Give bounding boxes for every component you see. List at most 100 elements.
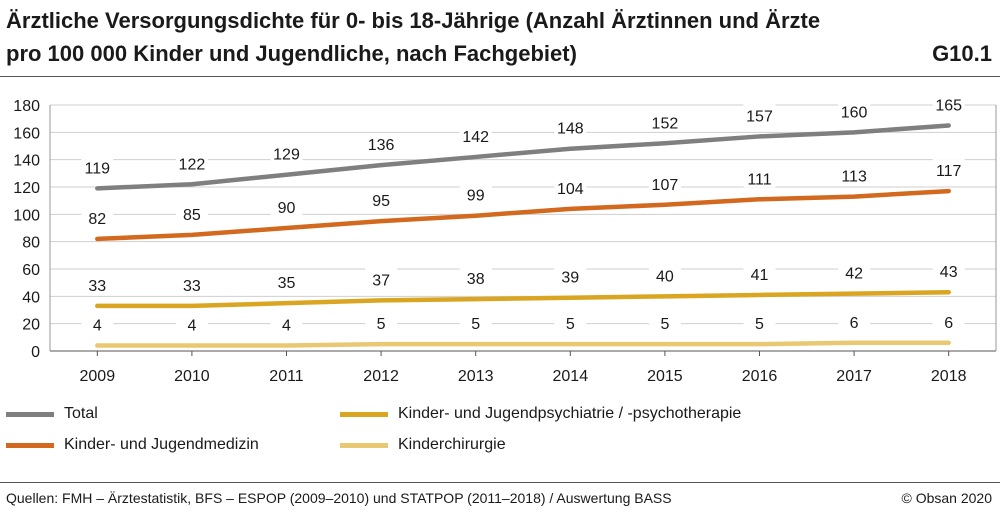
x-tick-label: 2012 <box>363 368 399 385</box>
data-label: 85 <box>183 207 201 224</box>
y-tick-label: 0 <box>31 344 40 361</box>
data-label-bg <box>81 273 114 294</box>
data-label-bg <box>838 261 871 282</box>
legend-item-chirurgie: Kinderchirurgie <box>340 436 506 454</box>
data-label-bg <box>648 172 681 193</box>
data-label: 148 <box>557 121 584 138</box>
y-tick-label: 80 <box>22 235 40 252</box>
data-label-bg <box>459 267 492 288</box>
chart-title: Ärztliche Versorgungsdichte für 0- bis 1… <box>6 8 821 66</box>
data-label: 107 <box>652 177 679 194</box>
data-label-bg <box>365 268 398 289</box>
data-label: 117 <box>936 163 962 180</box>
data-label-bg <box>365 133 398 154</box>
data-label-bg <box>838 100 871 121</box>
data-label: 33 <box>183 278 201 295</box>
data-label: 39 <box>561 270 579 287</box>
data-label-bg <box>838 310 871 331</box>
y-tick-label: 60 <box>22 262 40 279</box>
data-label: 122 <box>179 156 206 173</box>
y-tick-label: 40 <box>22 289 40 306</box>
x-tick-label: 2014 <box>553 368 589 385</box>
data-label-bg <box>932 260 965 281</box>
data-label-bg <box>81 313 114 334</box>
x-tick-label: 2017 <box>836 368 872 385</box>
data-label-bg <box>743 167 776 188</box>
data-label: 165 <box>935 98 962 115</box>
legend-swatch-jugendmedizin <box>6 442 54 448</box>
legend-swatch-chirurgie <box>340 442 388 448</box>
legend-label-psychiatrie: Kinder- und Jugendpsychiatrie / -psychot… <box>398 405 742 422</box>
series-line-3 <box>95 340 951 348</box>
data-label-bg <box>932 159 965 180</box>
data-label: 95 <box>372 193 390 210</box>
legend-item-total: Total <box>6 405 98 423</box>
x-tick-label: 2009 <box>80 368 116 385</box>
data-label: 42 <box>845 266 863 283</box>
data-label-bg <box>554 312 587 333</box>
data-label: 5 <box>471 316 480 333</box>
data-label: 152 <box>652 115 679 132</box>
series-line-0 <box>95 123 951 191</box>
data-label: 41 <box>751 267 769 284</box>
data-label-bg <box>459 312 492 333</box>
data-label-bg <box>459 183 492 204</box>
legend-item-psychiatrie: Kinder- und Jugendpsychiatrie / -psychot… <box>340 405 741 423</box>
x-axis-ticks: 2009 2010 2011 2012 2013 2014 2015 2016 2017 2018 <box>80 351 967 385</box>
data-label-bg <box>81 206 114 227</box>
data-label: 99 <box>467 188 485 205</box>
data-label: 6 <box>944 315 953 332</box>
top-divider <box>0 76 1000 77</box>
data-label: 37 <box>372 272 390 289</box>
data-label-bg <box>648 111 681 132</box>
data-label-bg <box>81 156 114 177</box>
legend-label-total: Total <box>64 405 98 422</box>
legend-label-chirurgie: Kinderchirurgie <box>398 436 506 453</box>
figure-id: G10.1 <box>932 41 992 66</box>
data-label-bg <box>648 264 681 285</box>
data-label-bg <box>365 312 398 333</box>
data-label: 43 <box>940 264 958 281</box>
data-label: 38 <box>467 271 485 288</box>
legend-swatch-total <box>6 411 54 417</box>
data-label: 35 <box>278 275 296 292</box>
data-label: 142 <box>462 129 489 146</box>
data-label-bg <box>270 196 303 216</box>
data-label-bg <box>648 312 681 333</box>
data-label-bg <box>175 273 208 294</box>
data-label-bg <box>270 142 303 163</box>
data-label: 160 <box>841 104 868 121</box>
y-tick-label: 100 <box>13 207 40 224</box>
series-lines <box>95 123 951 348</box>
legend-label-jugendmedizin: Kinder- und Jugendmedizin <box>64 436 259 453</box>
data-labels: 119 122 129 136 142 148 152 157 160 165 82 85 90 95 99… <box>81 93 965 335</box>
copyright: © Obsan 2020 <box>901 490 993 506</box>
x-tick-label: 2010 <box>174 368 210 385</box>
data-label: 33 <box>88 278 106 295</box>
data-label: 5 <box>566 316 575 333</box>
data-label-bg <box>743 312 776 333</box>
data-label-bg <box>175 152 208 173</box>
series-line-1 <box>95 188 951 242</box>
data-label: 4 <box>282 318 291 335</box>
data-label-bg <box>743 262 776 283</box>
data-label-bg <box>459 124 492 145</box>
data-label-bg <box>932 93 965 114</box>
data-label-bg <box>175 313 208 334</box>
data-label: 4 <box>187 318 196 335</box>
data-label: 111 <box>747 171 771 188</box>
data-label: 5 <box>755 316 764 333</box>
data-label-bg <box>270 313 303 334</box>
data-label: 136 <box>368 137 395 154</box>
legend-item-jugendmedizin: Kinder- und Jugendmedizin <box>6 436 259 454</box>
data-label: 4 <box>93 318 102 335</box>
data-label: 113 <box>841 169 867 186</box>
y-tick-label: 120 <box>13 180 40 197</box>
x-tick-label: 2015 <box>647 368 683 385</box>
data-label: 104 <box>557 181 584 198</box>
data-label-bg <box>743 104 776 125</box>
data-label-bg <box>175 202 208 223</box>
data-label: 6 <box>850 315 859 332</box>
data-label-bg <box>554 176 587 197</box>
series-line-2 <box>95 289 951 309</box>
